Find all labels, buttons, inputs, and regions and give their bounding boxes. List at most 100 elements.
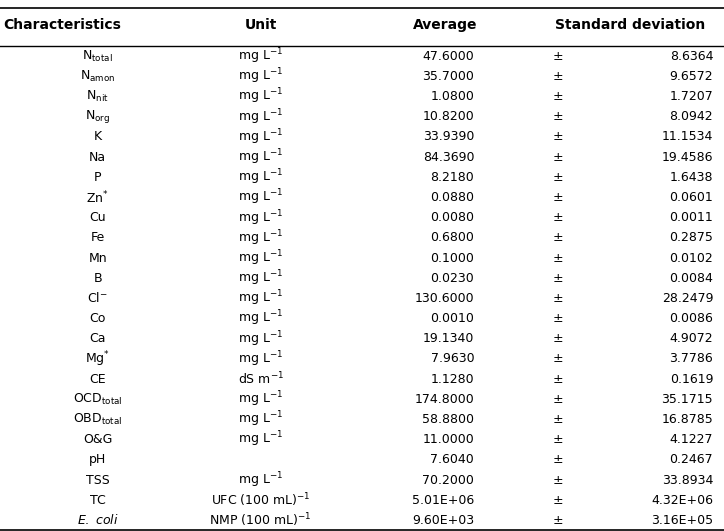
Text: OCD$_\mathrm{total}$: OCD$_\mathrm{total}$ <box>73 392 122 407</box>
Text: UFC (100 mL)$^{-1}$: UFC (100 mL)$^{-1}$ <box>211 491 311 509</box>
Text: 0.0230: 0.0230 <box>431 272 474 285</box>
Text: 1.6438: 1.6438 <box>670 171 713 184</box>
Text: mg L$^{-1}$: mg L$^{-1}$ <box>238 410 283 429</box>
Text: 0.2875: 0.2875 <box>669 232 713 244</box>
Text: mg L$^{-1}$: mg L$^{-1}$ <box>238 349 283 369</box>
Text: 0.2467: 0.2467 <box>670 453 713 466</box>
Text: ±: ± <box>552 453 563 466</box>
Text: ±: ± <box>552 312 563 325</box>
Text: 11.1534: 11.1534 <box>662 131 713 143</box>
Text: 11.0000: 11.0000 <box>423 433 474 446</box>
Text: Standard deviation: Standard deviation <box>555 18 705 32</box>
Text: mg L$^{-1}$: mg L$^{-1}$ <box>238 188 283 207</box>
Text: mg L$^{-1}$: mg L$^{-1}$ <box>238 249 283 268</box>
Text: mg L$^{-1}$: mg L$^{-1}$ <box>238 47 283 66</box>
Text: mg L$^{-1}$: mg L$^{-1}$ <box>238 127 283 147</box>
Text: 35.1715: 35.1715 <box>662 393 713 406</box>
Text: mg L$^{-1}$: mg L$^{-1}$ <box>238 228 283 247</box>
Text: 0.1000: 0.1000 <box>430 252 474 264</box>
Text: N$_\mathrm{total}$: N$_\mathrm{total}$ <box>83 49 113 64</box>
Text: 10.8200: 10.8200 <box>423 110 474 123</box>
Text: ±: ± <box>552 413 563 426</box>
Text: mg L$^{-1}$: mg L$^{-1}$ <box>238 390 283 409</box>
Text: ±: ± <box>552 50 563 63</box>
Text: 0.0084: 0.0084 <box>669 272 713 285</box>
Text: 0.6800: 0.6800 <box>430 232 474 244</box>
Text: 3.7786: 3.7786 <box>670 353 713 365</box>
Text: ±: ± <box>552 272 563 285</box>
Text: 9.6572: 9.6572 <box>670 70 713 83</box>
Text: mg L$^{-1}$: mg L$^{-1}$ <box>238 309 283 328</box>
Text: 35.7000: 35.7000 <box>422 70 474 83</box>
Text: mg L$^{-1}$: mg L$^{-1}$ <box>238 208 283 227</box>
Text: 9.60E+03: 9.60E+03 <box>412 514 474 527</box>
Text: N$_\mathrm{nit}$: N$_\mathrm{nit}$ <box>86 89 109 104</box>
Text: 130.6000: 130.6000 <box>415 292 474 305</box>
Text: $\it{E.\ coli}$: $\it{E.\ coli}$ <box>77 513 119 527</box>
Text: ±: ± <box>552 151 563 164</box>
Text: ±: ± <box>552 211 563 224</box>
Text: 16.8785: 16.8785 <box>662 413 713 426</box>
Text: 0.0601: 0.0601 <box>670 191 713 204</box>
Text: mg L$^{-1}$: mg L$^{-1}$ <box>238 67 283 86</box>
Text: mg L$^{-1}$: mg L$^{-1}$ <box>238 168 283 187</box>
Text: 1.1280: 1.1280 <box>431 373 474 386</box>
Text: ±: ± <box>552 393 563 406</box>
Text: 1.7207: 1.7207 <box>670 90 713 103</box>
Text: ±: ± <box>552 353 563 365</box>
Text: ±: ± <box>552 191 563 204</box>
Text: P: P <box>94 171 101 184</box>
Text: 4.32E+06: 4.32E+06 <box>651 494 713 507</box>
Text: TSS: TSS <box>86 474 109 486</box>
Text: pH: pH <box>89 453 106 466</box>
Text: Na: Na <box>89 151 106 164</box>
Text: mg L$^{-1}$: mg L$^{-1}$ <box>238 107 283 126</box>
Text: 0.0102: 0.0102 <box>670 252 713 264</box>
Text: K: K <box>93 131 102 143</box>
Text: ±: ± <box>552 373 563 386</box>
Text: 33.9390: 33.9390 <box>423 131 474 143</box>
Text: Unit: Unit <box>245 18 277 32</box>
Text: Mn: Mn <box>88 252 107 264</box>
Text: N$_\mathrm{org}$: N$_\mathrm{org}$ <box>85 108 110 125</box>
Text: 7.6040: 7.6040 <box>431 453 474 466</box>
Text: mg L$^{-1}$: mg L$^{-1}$ <box>238 269 283 288</box>
Text: mg L$^{-1}$: mg L$^{-1}$ <box>238 430 283 449</box>
Text: ±: ± <box>552 70 563 83</box>
Text: 70.2000: 70.2000 <box>422 474 474 486</box>
Text: 28.2479: 28.2479 <box>662 292 713 305</box>
Text: 0.0086: 0.0086 <box>669 312 713 325</box>
Text: NMP (100 mL)$^{-1}$: NMP (100 mL)$^{-1}$ <box>209 511 312 529</box>
Text: 1.0800: 1.0800 <box>430 90 474 103</box>
Text: Fe: Fe <box>90 232 105 244</box>
Text: 4.9072: 4.9072 <box>670 332 713 345</box>
Text: mg L$^{-1}$: mg L$^{-1}$ <box>238 148 283 167</box>
Text: Cu: Cu <box>90 211 106 224</box>
Text: 0.1619: 0.1619 <box>670 373 713 386</box>
Text: 0.0880: 0.0880 <box>430 191 474 204</box>
Text: TC: TC <box>90 494 106 507</box>
Text: ±: ± <box>552 252 563 264</box>
Text: mg L$^{-1}$: mg L$^{-1}$ <box>238 289 283 308</box>
Text: 19.1340: 19.1340 <box>423 332 474 345</box>
Text: 3.16E+05: 3.16E+05 <box>651 514 713 527</box>
Text: Average: Average <box>413 18 478 32</box>
Text: ±: ± <box>552 433 563 446</box>
Text: ±: ± <box>552 171 563 184</box>
Text: 33.8934: 33.8934 <box>662 474 713 486</box>
Text: ±: ± <box>552 131 563 143</box>
Text: 8.2180: 8.2180 <box>431 171 474 184</box>
Text: ±: ± <box>552 332 563 345</box>
Text: 4.1227: 4.1227 <box>670 433 713 446</box>
Text: mg L$^{-1}$: mg L$^{-1}$ <box>238 329 283 348</box>
Text: 8.0942: 8.0942 <box>670 110 713 123</box>
Text: Ca: Ca <box>90 332 106 345</box>
Text: mg L$^{-1}$: mg L$^{-1}$ <box>238 87 283 106</box>
Text: 5.01E+06: 5.01E+06 <box>412 494 474 507</box>
Text: ±: ± <box>552 110 563 123</box>
Text: ±: ± <box>552 514 563 527</box>
Text: ±: ± <box>552 474 563 486</box>
Text: Characteristics: Characteristics <box>4 18 122 32</box>
Text: N$_\mathrm{amon}$: N$_\mathrm{amon}$ <box>80 69 115 84</box>
Text: ±: ± <box>552 292 563 305</box>
